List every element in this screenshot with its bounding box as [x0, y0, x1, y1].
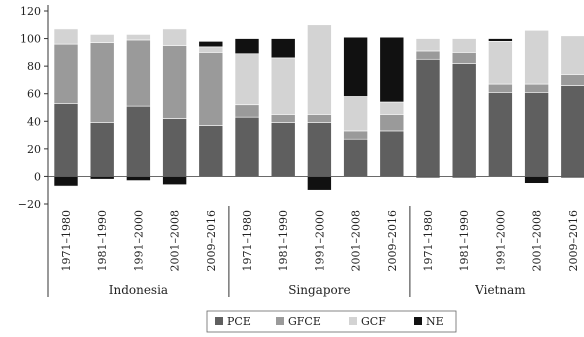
bar-segment-gcf: [53, 28, 79, 45]
x-category-label: 1971–1980: [241, 210, 254, 272]
x-category-label: 2001–2008: [350, 210, 363, 272]
bar-segment-gfce: [126, 39, 151, 107]
y-tick-label: 20: [27, 143, 41, 156]
bar-segment-gfce: [89, 42, 115, 123]
y-tick-label: 40: [27, 115, 41, 128]
bar-segment-ne: [126, 176, 151, 181]
bar-segment-gcf: [126, 34, 151, 41]
y-tick-label: 80: [27, 60, 41, 73]
y-tick-label: 100: [20, 33, 41, 46]
bar-segment-gcf: [307, 24, 332, 115]
bar-segment-ne: [270, 38, 296, 59]
x-category-label: 1971–1980: [60, 210, 73, 272]
y-tick-label: 0: [34, 170, 41, 183]
x-group-label: Indonesia: [109, 283, 168, 297]
bar-segment-gfce: [307, 114, 332, 123]
bar-segment-gcf: [379, 101, 405, 115]
bar-segment-gfce: [343, 130, 368, 140]
bar-segment-gcf: [234, 53, 260, 106]
legend-box: [206, 310, 457, 333]
x-category-label: 2009–2016: [567, 210, 580, 272]
bar-segment-pce: [488, 92, 513, 177]
bar-segment-pce: [415, 58, 441, 177]
bar-segment-ne: [234, 38, 260, 55]
bar-segment-ne: [53, 176, 79, 187]
y-tick-label: 60: [27, 88, 41, 101]
x-category-label: 1991–2000: [494, 210, 507, 272]
bar-segment-gfce: [198, 52, 224, 126]
bar-segment-gfce: [162, 45, 187, 119]
bar-segment-ne: [379, 36, 405, 103]
x-category-label: 1981–1990: [458, 210, 471, 272]
y-tick-label: 120: [20, 5, 41, 18]
x-group-label: Singapore: [288, 283, 350, 297]
bar-segment-ne: [343, 36, 368, 97]
bar-segment-gfce: [560, 74, 584, 86]
bar-segment-gcf: [343, 96, 368, 132]
bar-segment-pce: [126, 105, 151, 177]
x-category-label: 1991–2000: [313, 210, 326, 272]
bar-segment-gcf: [488, 41, 513, 85]
x-category-label: 1991–2000: [132, 210, 145, 272]
legend: PCE GFCE GCF NE: [206, 310, 457, 333]
bar-segment-pce: [270, 122, 296, 177]
bar-segment-gfce: [234, 104, 260, 118]
bar-segment-pce: [162, 118, 187, 177]
x-axis: 1971–1980 1981–1990 1991–2000 2001–2008 2009…: [60, 206, 580, 297]
bar-segment-gfce: [53, 43, 79, 104]
y-tick-label: −20: [18, 198, 41, 211]
bar-segment-gfce: [270, 114, 296, 123]
bar-segment-gfce: [488, 83, 513, 93]
bar-segment-gcf: [451, 38, 477, 53]
bar-segment-pce: [524, 92, 549, 177]
bar-segment-ne: [307, 176, 332, 191]
x-category-label: 1971–1980: [422, 210, 435, 272]
bar-segment-pce: [234, 116, 260, 177]
bar-segment-ne: [162, 176, 187, 186]
x-category-label: 1981–1990: [96, 210, 109, 272]
legend-label: GCF: [361, 315, 386, 328]
bar-segment-gcf: [89, 34, 115, 44]
bar-segment-gcf: [524, 29, 549, 85]
bar-segment-pce: [560, 85, 584, 177]
bar-segment-ne: [488, 38, 513, 42]
bar-segment-ne: [198, 41, 224, 48]
x-category-label: 2009–2016: [386, 210, 399, 272]
y-axis: −20 0 20 40 60 80 100 120: [18, 5, 49, 297]
bars: [48, 24, 584, 191]
bar-segment-gcf: [198, 46, 224, 53]
legend-swatch-gfce: [276, 317, 284, 325]
x-category-label: 2001–2008: [169, 210, 182, 272]
bar-segment-gcf: [162, 28, 187, 46]
x-category-label: 2009–2016: [205, 210, 218, 272]
bar-segment-gfce: [524, 83, 549, 93]
bar-segment-pce: [307, 122, 332, 177]
bar-segment-pce: [89, 122, 115, 177]
legend-swatch-gcf: [349, 317, 357, 325]
bar-segment-ne: [524, 176, 549, 184]
bar-segment-pce: [451, 63, 477, 177]
legend-label: NE: [426, 315, 444, 328]
bar-segment-ne: [89, 176, 115, 180]
bar-segment-pce: [343, 138, 368, 177]
x-category-label: 2001–2008: [531, 210, 544, 272]
legend-label: GFCE: [288, 315, 321, 328]
bar-segment-gfce: [451, 52, 477, 64]
bar-segment-gcf: [560, 35, 584, 75]
bar-segment-pce: [198, 125, 224, 177]
legend-swatch-ne: [414, 317, 422, 325]
bar-segment-gfce: [379, 114, 405, 132]
bar-segment-gfce: [415, 50, 441, 60]
legend-swatch-pce: [215, 317, 223, 325]
bar-segment-gcf: [270, 57, 296, 115]
x-group-label: Vietnam: [474, 283, 526, 297]
bar-segment-pce: [53, 103, 79, 177]
x-category-label: 1981–1990: [277, 210, 290, 272]
bar-segment-pce: [379, 130, 405, 177]
legend-label: PCE: [227, 315, 251, 328]
bar-segment-gcf: [415, 38, 441, 52]
